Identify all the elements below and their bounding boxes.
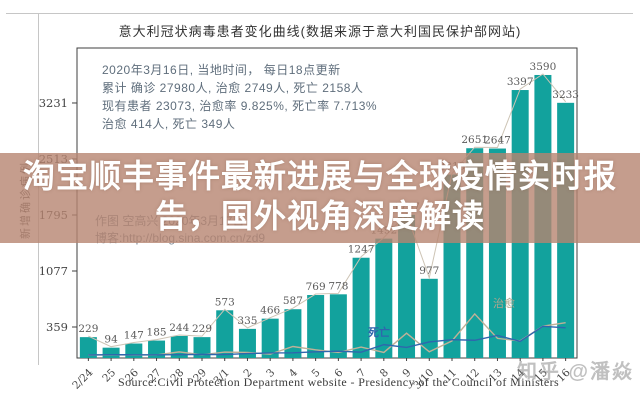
bar	[352, 257, 370, 358]
bar-value-label: 94	[104, 334, 118, 346]
bar	[148, 340, 166, 358]
bar	[398, 214, 416, 358]
headline-line-1: 淘宝顺丰事件最新进展与全球疫情实时报	[22, 158, 617, 194]
bar-value-label: 3233	[552, 89, 579, 101]
info-line-totals: 累计 确诊 27980人, 治愈 2749人, 死亡 2158人	[102, 81, 364, 95]
info-line-daily: 治愈 414人, 死亡 349人	[102, 117, 236, 131]
bar	[307, 295, 325, 358]
bar-value-label: 3590	[530, 61, 557, 73]
bar-value-label: 229	[78, 323, 98, 335]
bar-value-label: 466	[260, 305, 280, 317]
bar-top-trend-line	[88, 73, 567, 348]
bar-value-label: 244	[169, 322, 189, 334]
info-line-rates: 现有患者 23073, 治愈率 9.825%, 死亡率 7.713%	[102, 99, 378, 113]
bar-value-label: 2647	[484, 135, 511, 147]
bar-value-label: 3397	[507, 76, 534, 88]
zhihu-watermark: 知乎 @潘焱	[516, 361, 634, 383]
bar	[125, 343, 143, 358]
x-tick-label: 25	[100, 367, 118, 385]
bar	[216, 310, 234, 358]
outer-frame-top-line	[6, 13, 633, 14]
bar-value-label: 977	[419, 265, 439, 277]
bar	[79, 337, 97, 358]
headline-line-2: 告，国外视角深度解读	[154, 198, 485, 234]
bar	[329, 294, 347, 358]
bar	[102, 347, 120, 358]
y-tick-label: 1077	[39, 264, 68, 278]
chart-title: 意大利冠状病毒患者变化曲线(数据来源于意大利国民保护部网站)	[118, 24, 522, 39]
chart-info-box: 2020年3月16日, 当地时间， 每日18点更新 累计 确诊 27980人, …	[102, 61, 377, 133]
deaths-line	[88, 325, 566, 356]
info-line-update-time: 2020年3月16日, 当地时间， 每日18点更新	[102, 63, 341, 77]
bar-value-label: 147	[124, 330, 144, 342]
bar	[375, 238, 393, 358]
headline-overlay-band	[0, 153, 640, 243]
bar-value-label: 335	[237, 315, 257, 327]
bar	[284, 309, 302, 358]
y-tick-label: 3231	[39, 96, 68, 110]
headline-overlay-text: 淘宝顺丰事件最新进展与全球疫情实时报 告，国外视角深度解读	[0, 156, 640, 236]
bar-value-label: 587	[283, 295, 303, 307]
x-tick-label: 2/24	[70, 366, 95, 391]
bar-value-label: 1247	[348, 244, 375, 256]
source-attribution: Source:Civil Protection Department websi…	[118, 375, 560, 389]
cured-series-label: 治愈	[493, 296, 515, 310]
bar	[261, 318, 279, 358]
bar	[238, 328, 256, 358]
bar	[420, 278, 438, 358]
bar-value-label: 778	[328, 280, 348, 292]
bar-value-label: 2651	[461, 134, 488, 146]
y-tick-label: 359	[46, 320, 68, 334]
bar-value-label: 573	[215, 296, 235, 308]
bar-value-label: 185	[147, 327, 167, 339]
deaths-series-label: 死亡	[368, 325, 390, 339]
bar-value-label: 229	[192, 323, 212, 335]
bar	[193, 337, 211, 358]
bar-value-label: 769	[306, 281, 326, 293]
